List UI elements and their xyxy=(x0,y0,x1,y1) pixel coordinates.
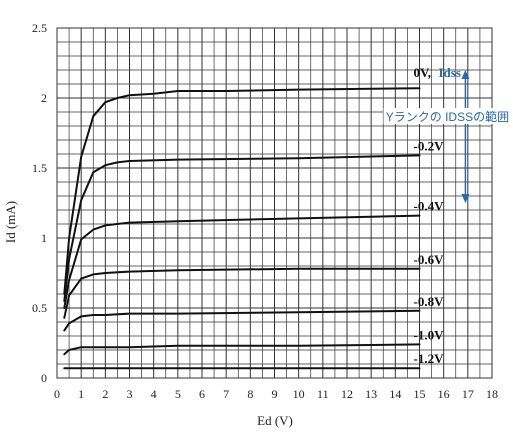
x-tick-label: 11 xyxy=(317,387,329,401)
x-tick-label: 6 xyxy=(199,387,205,401)
curve-label: -0.2V xyxy=(414,138,445,153)
y-tick-label: 1.5 xyxy=(32,161,47,175)
series-curves xyxy=(63,87,421,370)
x-tick-label: 1 xyxy=(78,387,84,401)
x-tick-label: 4 xyxy=(151,387,157,401)
curve-label: -0.6V xyxy=(414,252,445,267)
x-tick-label: 16 xyxy=(438,387,450,401)
x-tick-label: 17 xyxy=(462,387,474,401)
x-tick-label: 18 xyxy=(486,387,498,401)
grid xyxy=(56,27,493,379)
range-arrow-down-icon xyxy=(461,194,470,203)
x-tick-label: 0 xyxy=(54,387,60,401)
y-tick-label: 1 xyxy=(41,231,47,245)
series-line xyxy=(63,214,421,309)
series-line xyxy=(63,87,421,295)
y-tick-label: 2.5 xyxy=(32,21,47,35)
curve-labels: 0V, Idss -0.2V -0.4V -0.6V -0.8V -1.0V -1.2V xyxy=(414,65,461,366)
x-tick-label: 14 xyxy=(389,387,401,401)
x-tick-label: 3 xyxy=(127,387,133,401)
y-axis-title: Id (mA) xyxy=(3,201,18,243)
annotation: Yランクの IDSSの範囲 xyxy=(383,70,512,203)
annotation-text: Yランクの IDSSの範囲 xyxy=(386,109,509,124)
idss-label: Idss xyxy=(439,65,461,80)
series-line xyxy=(63,267,421,319)
series-line xyxy=(63,309,421,332)
range-arrow-up-icon xyxy=(461,70,470,79)
x-tick-label: 12 xyxy=(341,387,353,401)
curve-label: 0V, xyxy=(414,65,431,80)
y-tick-label: 0.5 xyxy=(32,301,47,315)
y-tick-label: 2 xyxy=(41,91,47,105)
curve-label: -0.4V xyxy=(414,199,445,214)
x-tick-label: 5 xyxy=(175,387,181,401)
x-tick-label: 2 xyxy=(102,387,108,401)
curve-label: -1.2V xyxy=(414,351,445,366)
x-tick-label: 9 xyxy=(272,387,278,401)
x-tick-label: 7 xyxy=(223,387,229,401)
x-tick-label: 8 xyxy=(247,387,253,401)
curve-label: -1.0V xyxy=(414,327,445,342)
series-line xyxy=(63,154,421,302)
x-tick-label: 10 xyxy=(293,387,305,401)
curve-label: -0.8V xyxy=(414,294,445,309)
x-axis-title: Ed (V) xyxy=(257,413,293,428)
plot-frame xyxy=(56,27,493,379)
series-line xyxy=(63,343,421,356)
y-tick-label: 0 xyxy=(41,371,47,385)
annotation-background xyxy=(383,108,512,124)
x-tick-label: 13 xyxy=(365,387,377,401)
x-tick-label: 15 xyxy=(414,387,426,401)
